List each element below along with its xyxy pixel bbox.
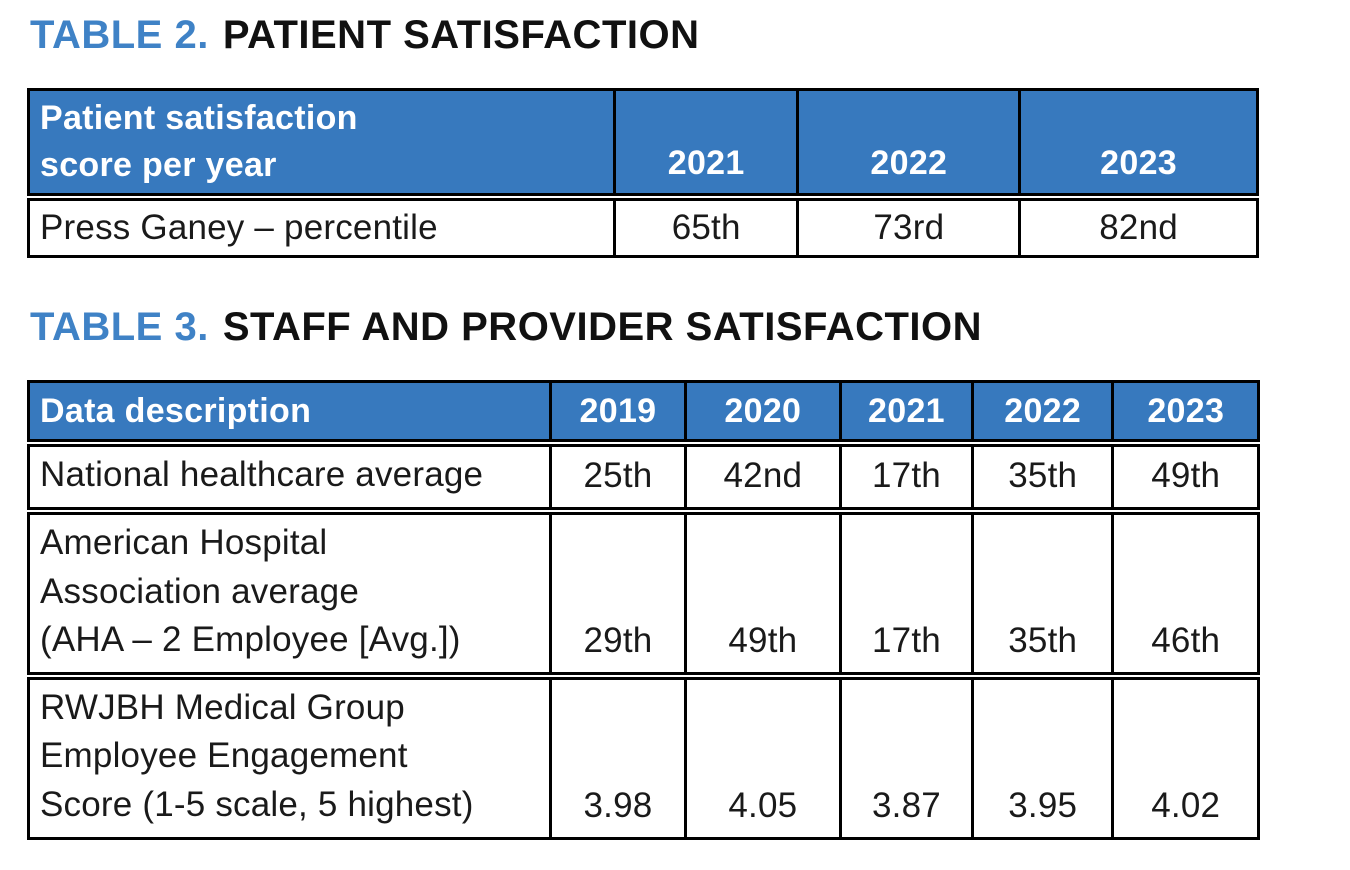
table-3-section: TABLE 3. STAFF AND PROVIDER SATISFACTION … (27, 306, 1350, 842)
value-cell: 3.98 (552, 677, 687, 841)
year-column-header: 2023 (1021, 88, 1259, 196)
row-label-cell: American Hospital Association average (A… (27, 512, 553, 676)
year-column-header: 2021 (842, 380, 974, 442)
value-cell: 42nd (686, 444, 842, 511)
value-cell: 35th (973, 512, 1115, 676)
value-cell: 73rd (799, 198, 1022, 258)
year-column-header: 2021 (615, 88, 800, 196)
row-label-cell: Press Ganey – percentile (27, 198, 616, 258)
year-column-header: 2020 (686, 380, 842, 442)
row-label-cell: National healthcare average (27, 444, 553, 511)
table-row: Press Ganey – percentile 65th 73rd 82nd (27, 198, 1259, 258)
value-cell: 46th (1114, 512, 1260, 676)
value-cell: 35th (973, 444, 1115, 511)
year-column-header: 2019 (552, 380, 687, 442)
value-cell: 49th (1114, 444, 1260, 511)
table-row: National healthcare average 25th 42nd 17th 3… (27, 444, 1260, 511)
table-2-title: PATIENT SATISFACTION (222, 13, 700, 57)
table-row: RWJBH Medical Group Employee Engagement … (27, 677, 1260, 841)
value-cell: 82nd (1021, 198, 1259, 258)
table-3-title: STAFF AND PROVIDER SATISFACTION (222, 305, 983, 349)
value-cell: 17th (842, 444, 974, 511)
patient-satisfaction-table: Patient satisfaction score per year 2021 2… (27, 86, 1259, 260)
description-column-header: Patient satisfaction score per year (27, 88, 616, 196)
table-2-heading: TABLE 2. PATIENT SATISFACTION (30, 14, 1350, 56)
table-2-section: TABLE 2. PATIENT SATISFACTION Patient sat… (27, 14, 1350, 260)
row-label-cell: RWJBH Medical Group Employee Engagement … (27, 677, 553, 841)
year-column-header: 2022 (799, 88, 1022, 196)
table-3-heading: TABLE 3. STAFF AND PROVIDER SATISFACTION (30, 306, 1350, 348)
value-cell: 49th (686, 512, 842, 676)
value-cell: 4.02 (1114, 677, 1260, 841)
value-cell: 3.95 (973, 677, 1115, 841)
value-cell: 29th (552, 512, 687, 676)
value-cell: 17th (842, 512, 974, 676)
value-cell: 3.87 (842, 677, 974, 841)
value-cell: 4.05 (686, 677, 842, 841)
staff-provider-satisfaction-table: Data description 2019 2020 2021 2022 2023 Nati… (27, 378, 1260, 842)
year-column-header: 2023 (1114, 380, 1260, 442)
year-column-header: 2022 (973, 380, 1115, 442)
table-3-label: TABLE 3. (30, 305, 209, 349)
description-column-header: Data description (27, 380, 553, 442)
table-2-label: TABLE 2. (30, 13, 209, 57)
value-cell: 65th (615, 198, 800, 258)
table-row: American Hospital Association average (A… (27, 512, 1260, 676)
value-cell: 25th (552, 444, 687, 511)
